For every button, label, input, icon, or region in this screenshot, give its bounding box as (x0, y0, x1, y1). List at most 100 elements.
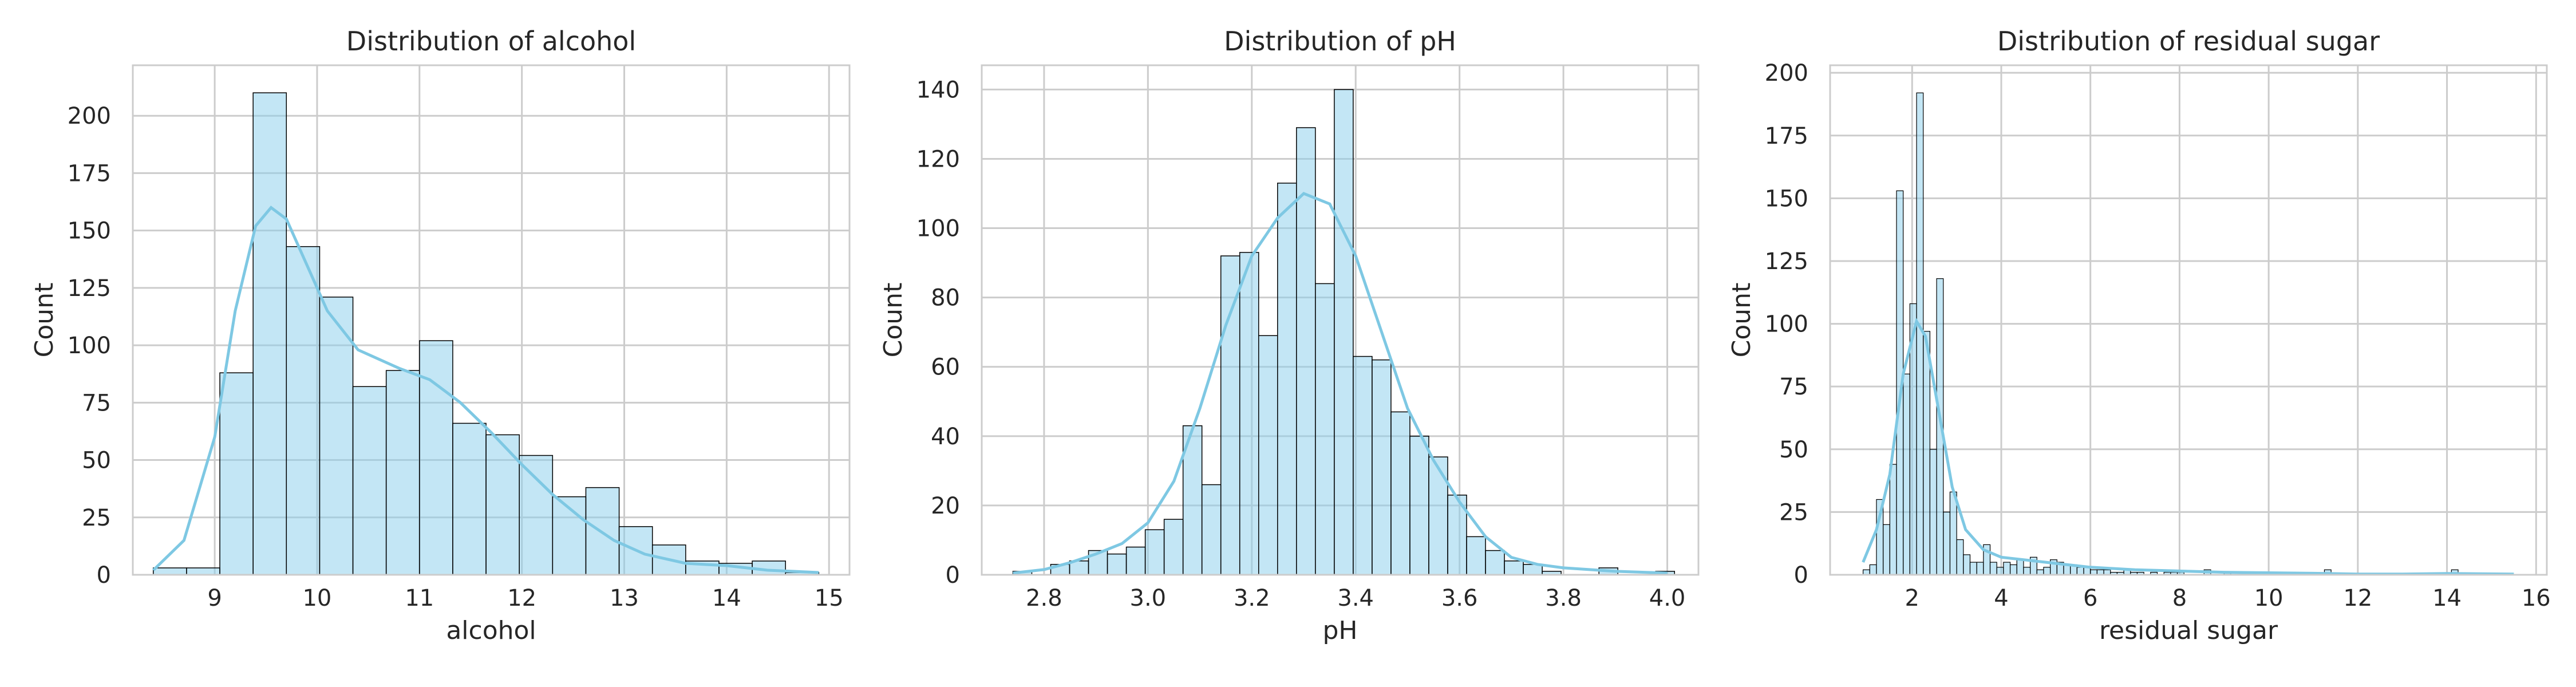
histogram-bar (1989, 562, 1997, 575)
x-tick-label: 4 (1994, 585, 2008, 611)
x-tick-label: 3.4 (1337, 585, 1374, 611)
y-tick-label: 100 (916, 216, 960, 242)
y-tick-label: 175 (1765, 123, 1808, 149)
x-tick-label: 6 (2083, 585, 2097, 611)
x-tick-label: 8 (2172, 585, 2187, 611)
x-tick-label: 11 (405, 585, 434, 611)
histogram-bar (1201, 484, 1222, 575)
histogram-bar (352, 386, 387, 575)
histogram-bar (1916, 92, 1924, 575)
axes-frame (981, 64, 1700, 576)
histogram-bar (1956, 539, 1964, 575)
chart-title: Distribution of pH (1224, 26, 1456, 57)
y-tick-label: 60 (931, 354, 960, 381)
chart-panel-3: 2 4 6 8 10 12 14 16 0 25 50 75 100 125 150 175 200 Distri… (1727, 26, 2551, 645)
y-tick-label: 50 (1779, 437, 1808, 463)
y-tick-label: 25 (1779, 499, 1808, 526)
histogram-bar (1929, 449, 1937, 575)
histogram-bar (286, 246, 321, 575)
histogram-bar (1889, 464, 1897, 575)
histogram-bar (153, 567, 187, 575)
chart-panel-1: 9 10 11 12 13 14 150255075100125150175200Distr… (30, 26, 851, 645)
x-axis-label: alcohol (446, 616, 536, 645)
histogram-bar (1969, 562, 1977, 575)
y-tick-label: 75 (82, 390, 111, 416)
histogram-bar (1466, 536, 1486, 575)
chart-title: Distribution of residual sugar (1997, 26, 2380, 57)
histogram-bar (1277, 183, 1297, 575)
histogram-bar (1125, 546, 1146, 575)
y-axis-label: Count (879, 283, 908, 358)
axes-frame (1829, 64, 2548, 576)
histogram-bar (1258, 335, 1278, 575)
y-axis-label: Count (1727, 283, 1756, 358)
y-tick-label: 25 (82, 505, 111, 531)
histogram-bar (385, 370, 420, 575)
x-tick-label: 2.8 (1026, 585, 1062, 611)
histogram-bar (252, 92, 287, 575)
kde-curve (1013, 192, 1668, 575)
kde-curve (1862, 317, 2514, 576)
y-tick-label: 20 (931, 493, 960, 519)
x-tick-label: 10 (302, 585, 331, 611)
y-tick-label: 0 (946, 562, 960, 589)
histogram-bar (1485, 550, 1505, 575)
histogram-bar (1353, 356, 1373, 575)
histogram-bar (219, 372, 254, 575)
y-tick-label: 40 (931, 424, 960, 450)
histogram-bar (1163, 519, 1184, 575)
histogram-bar (2009, 564, 2017, 575)
x-tick-label: 13 (610, 585, 639, 611)
x-tick-label: 15 (815, 585, 844, 611)
histogram-bar (1996, 567, 2004, 575)
x-tick-label: 16 (2522, 585, 2551, 611)
chart-panel-2: 2.8 3.0 3.2 3.4 3.6 3.8 4.0 0 20 40 60 80 100 120 140 D… (879, 26, 1700, 645)
x-tick-label: 3.6 (1441, 585, 1478, 611)
x-tick-label: 3.8 (1545, 585, 1582, 611)
histogram-bar (1239, 252, 1259, 575)
histogram-bar (1504, 560, 1524, 575)
histogram-bar (452, 423, 487, 575)
kde-curve (152, 206, 819, 574)
y-tick-label: 140 (916, 77, 960, 103)
histogram-bar (2016, 559, 2024, 575)
histogram-bar (2023, 567, 2031, 575)
x-tick-label: 12 (507, 585, 536, 611)
y-tick-label: 175 (68, 160, 111, 187)
histogram-bar (2076, 567, 2084, 575)
histogram-bar (2043, 567, 2051, 575)
y-tick-label: 0 (97, 562, 111, 589)
x-tick-label: 9 (207, 585, 222, 611)
x-tick-label: 12 (2343, 585, 2372, 611)
y-tick-label: 0 (1794, 562, 1808, 589)
x-tick-label: 14 (2432, 585, 2462, 611)
histogram-bar (1883, 524, 1890, 575)
x-tick-label: 10 (2254, 585, 2283, 611)
y-tick-label: 200 (68, 103, 111, 129)
histogram-bar (1372, 359, 1392, 575)
histogram-bar (1963, 554, 1971, 575)
x-tick-label: 3.2 (1234, 585, 1270, 611)
y-tick-label: 150 (1765, 185, 1808, 212)
y-tick-label: 75 (1779, 374, 1808, 400)
histogram-bar (1923, 331, 1931, 575)
y-tick-label: 80 (931, 285, 960, 311)
histogram-bar (1869, 564, 1877, 575)
y-tick-label: 100 (1765, 311, 1808, 338)
y-tick-label: 200 (1765, 60, 1808, 86)
axes-frame (132, 64, 851, 576)
x-tick-label: 4.0 (1649, 585, 1686, 611)
y-tick-label: 125 (1765, 248, 1808, 275)
y-tick-label: 50 (82, 448, 111, 474)
histogram-bar (1390, 411, 1411, 575)
histogram-bar (1107, 553, 1127, 575)
x-tick-label: 2 (1905, 585, 1919, 611)
chart-title: Distribution of alcohol (346, 26, 636, 57)
histogram-bar (1976, 562, 1984, 575)
histogram-bar (2003, 562, 2011, 575)
histogram-bar (1903, 373, 1910, 575)
y-tick-label: 120 (916, 146, 960, 172)
histogram-bar (1428, 456, 1448, 575)
histogram-bar (1949, 491, 1957, 575)
